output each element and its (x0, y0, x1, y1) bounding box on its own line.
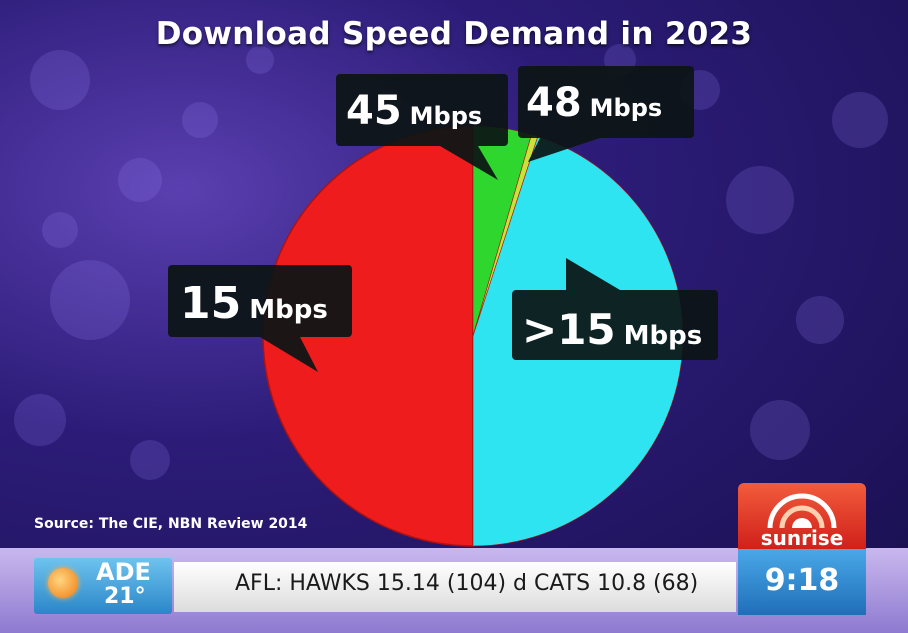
headline-bar (174, 562, 736, 612)
clock-box (738, 549, 866, 615)
brand-name: sunrise (760, 526, 844, 550)
pie-chart: 15 Mbps 45 Mbps 48 Mbps >15 Mbps (168, 66, 718, 547)
headline-text: AFL: HAWKS 15.14 (104) d CATS 10.8 (68) (235, 571, 699, 596)
source-note: Source: The CIE, NBN Review 2014 (34, 516, 308, 532)
callout-over-15-mbps: >15 Mbps (512, 258, 718, 360)
callout-45-mbps: 45 Mbps (336, 74, 508, 180)
callout-over-15-mbps-label: >15 Mbps (522, 305, 702, 354)
weather-temperature: 21° (104, 584, 146, 609)
callout-48-mbps: 48 Mbps (518, 66, 694, 162)
callout-48-mbps-label: 48 Mbps (526, 80, 662, 126)
weather-city: ADE (96, 558, 151, 586)
callout-45-mbps-label: 45 Mbps (346, 88, 482, 134)
clock-time: 9:18 (764, 563, 840, 598)
chart-title: Download Speed Demand in 2023 (155, 16, 753, 52)
sunrise-logo-icon (767, 493, 837, 529)
sun-icon (48, 568, 78, 598)
callout-15-mbps: 15 Mbps (168, 265, 352, 372)
callout-15-mbps-label: 15 Mbps (180, 278, 328, 329)
